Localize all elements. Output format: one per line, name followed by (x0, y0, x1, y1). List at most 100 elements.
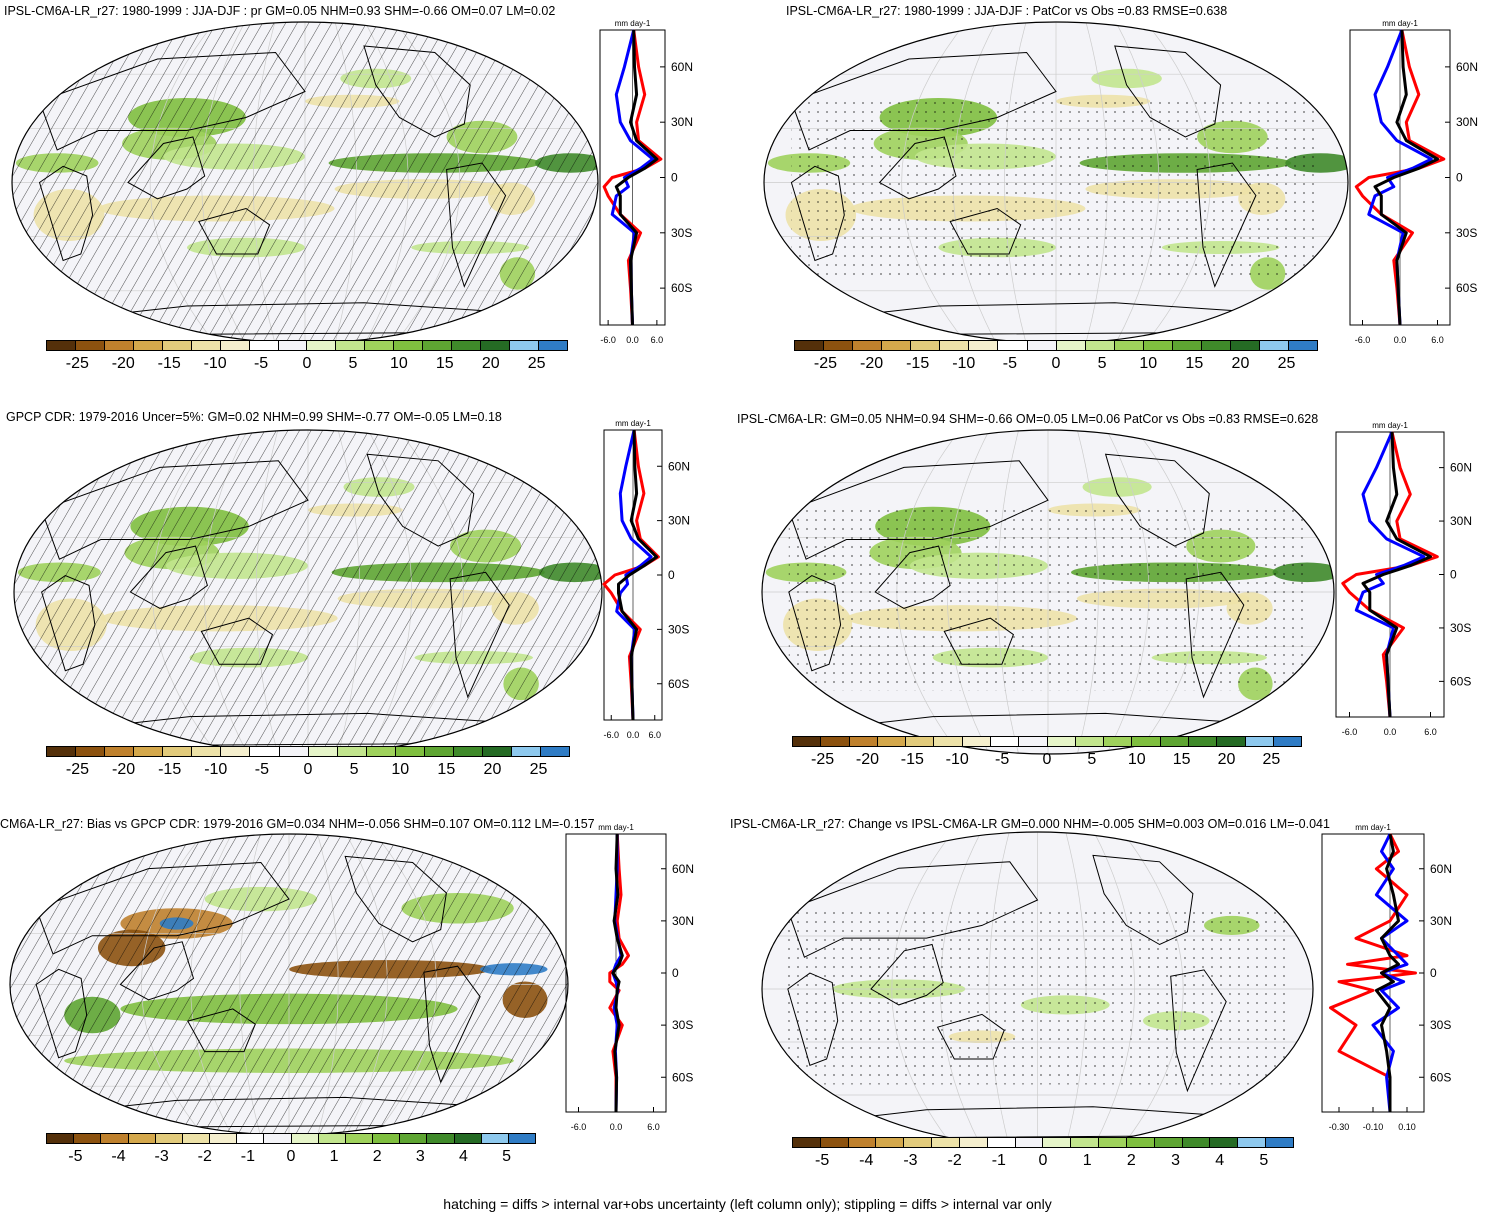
colorbar-label: -20 (855, 751, 880, 768)
lat-tick-label: 60N (1430, 862, 1452, 876)
lat-tick-label: 30S (668, 622, 689, 636)
colorbar-label: 15 (437, 761, 456, 778)
colorbar-label: 15 (1172, 751, 1191, 768)
zonal-units: mm day-1 (598, 823, 634, 832)
robinson-map (762, 20, 1350, 345)
lat-tick-label: 30N (1456, 115, 1478, 129)
x-tick-label: -0.30 (1329, 1122, 1350, 1132)
colorbar-label: 15 (1185, 355, 1204, 372)
lat-tick-label: 60S (1456, 281, 1477, 295)
colorbar-cell (291, 1134, 319, 1143)
colorbar-cell (264, 1134, 292, 1143)
colorbar-cell (512, 747, 542, 756)
colorbar-cell (76, 747, 106, 756)
colorbar-cell (793, 737, 822, 746)
stippling-overlay (788, 510, 1308, 691)
footnote: hatching = diffs > internal var+obs unce… (443, 1196, 1052, 1212)
colorbar-label: -15 (900, 751, 924, 768)
precip-anomaly-patch (1091, 68, 1162, 89)
colorbar-cell (1085, 341, 1115, 350)
colorbar-label: -2 (947, 1152, 962, 1169)
colorbar-cell (1289, 341, 1318, 350)
colorbar-label: 5 (1097, 355, 1107, 372)
robinson-map (12, 428, 604, 756)
stippling-overlay (787, 909, 1288, 1085)
zonal-series-line (611, 833, 624, 1113)
zonal-series-line (1361, 431, 1432, 718)
colorbar-label: 2 (1126, 1152, 1136, 1169)
zonal-series-line (1329, 833, 1417, 1112)
colorbar-cell (423, 341, 453, 350)
lat-tick-label: 30S (1450, 621, 1471, 635)
lat-tick-label: 30S (1456, 226, 1477, 240)
x-tick-label: -6.0 (1355, 335, 1371, 345)
colorbar-cell (481, 1134, 509, 1143)
colorbar-label: 20 (481, 355, 500, 372)
zonal-mean-plot: mm day-1 60N 30N 0 30S 60S -6.0 0.0 6.0 (1335, 421, 1484, 747)
colorbar-label: -10 (203, 355, 227, 372)
colorbar-label: -2 (197, 1148, 212, 1165)
colorbar-cell (1230, 341, 1260, 350)
colorbar-label: -25 (65, 761, 89, 778)
panel-title: IPSL-CM6A-LR_r27: 1980-1999 : JJA-DJF : … (4, 4, 556, 18)
hatching-overlay (14, 430, 602, 754)
colorbar-cell (345, 1134, 374, 1143)
colorbar-cell (990, 737, 1020, 746)
colorbar-cell (155, 1134, 183, 1143)
lat-tick-label: 30N (672, 914, 694, 928)
hatching-overlay (10, 834, 568, 1135)
colorbar-cell (453, 747, 483, 756)
colorbar-cell (101, 1134, 129, 1143)
colorbar-cell (162, 341, 192, 350)
panel-title: IPSL-CM6A-LR_r27: Change vs IPSL-CM6A-LR… (730, 817, 1330, 831)
zonal-units: mm day-1 (1382, 19, 1418, 28)
colorbar-cell (1126, 1138, 1155, 1147)
colorbar-cell (1188, 737, 1218, 746)
colorbar-cell (400, 1134, 428, 1143)
zonal-mean-plot: mm day-1 60N 30N 0 30S 60S -6.0 0.0 6.0 (602, 419, 702, 750)
colorbar-cell (394, 341, 424, 350)
colorbar-label: 5 (348, 355, 358, 372)
x-tick-label: 0.0 (1394, 335, 1407, 345)
colorbar-label: -10 (952, 355, 976, 372)
colorbar-cell (1260, 341, 1290, 350)
hatching-overlay (12, 22, 598, 343)
colorbar-label: 20 (483, 761, 502, 778)
colorbar-label: 25 (1277, 355, 1296, 372)
colorbar-cell (969, 341, 999, 350)
colorbar-cell (793, 1138, 821, 1147)
colorbar-label: -3 (903, 1152, 918, 1169)
colorbar-cell (820, 1138, 849, 1147)
colorbar-cell (1019, 737, 1048, 746)
lat-tick-label: 30N (1450, 514, 1472, 528)
colorbar-label: -4 (111, 1148, 126, 1165)
colorbar: -25 -20 -15 -10 -5 0 5 10 15 20 25 (794, 340, 1318, 373)
colorbar-cell (1172, 341, 1202, 350)
x-tick-label: -6.0 (571, 1122, 587, 1132)
x-tick-label: -6.0 (603, 730, 619, 740)
colorbar-cell (1273, 737, 1302, 746)
colorbar-label: -20 (859, 355, 884, 372)
colorbar-label: -5 (994, 751, 1010, 768)
colorbar-cell (221, 747, 251, 756)
x-tick-label: 6.0 (647, 1122, 660, 1132)
lat-tick-label: 60N (672, 862, 694, 876)
colorbar-label: 2 (372, 1148, 382, 1165)
colorbar-cell (1114, 341, 1144, 350)
colorbar-cell (911, 341, 941, 350)
panel-title: GPCP CDR: 1979-2016 Uncer=5%: GM=0.02 NH… (6, 410, 502, 424)
colorbar-label: 5 (502, 1148, 512, 1165)
colorbar-label: 10 (1139, 355, 1158, 372)
colorbar-cell (481, 341, 510, 350)
colorbar-cell (849, 737, 878, 746)
lat-tick-label: 0 (672, 966, 679, 980)
lat-tick-label: 60S (671, 281, 692, 295)
colorbar-cell (824, 341, 854, 350)
zonal-series-line (1374, 833, 1400, 1112)
colorbar-cell (427, 1134, 455, 1143)
colorbar-cell (1027, 341, 1057, 350)
colorbar-label: 3 (1171, 1152, 1180, 1169)
colorbar-cell (962, 737, 991, 746)
colorbar-cell (1043, 1138, 1072, 1147)
colorbar-label: 0 (1051, 355, 1061, 372)
